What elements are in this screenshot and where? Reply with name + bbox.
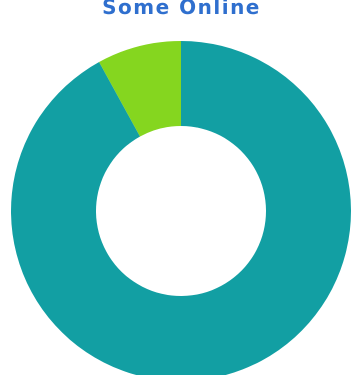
donut-slice-2 [99, 41, 181, 137]
chart-title: Some Online [102, 0, 261, 19]
donut-slices [11, 41, 351, 375]
donut-slice-1 [11, 41, 351, 375]
